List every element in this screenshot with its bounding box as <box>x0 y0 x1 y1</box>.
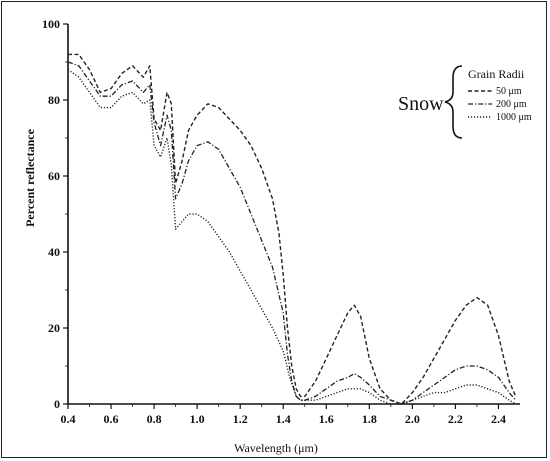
x-tick-label: 0.8 <box>147 412 162 426</box>
x-tick-label: 1.6 <box>319 412 334 426</box>
legend-entry-label: 1000 μm <box>496 112 532 123</box>
y-tick-label: 40 <box>48 245 60 259</box>
y-tick-label: 80 <box>48 93 60 107</box>
y-tick-label: 20 <box>48 321 60 335</box>
y-tick-label: 60 <box>48 169 60 183</box>
x-tick-label: 1.0 <box>190 412 205 426</box>
x-tick-label: 2.0 <box>405 412 420 426</box>
series-line-2 <box>67 61 517 405</box>
series-line-1 <box>68 53 517 405</box>
x-tick-label: 1.8 <box>362 412 377 426</box>
x-tick-label: 1.4 <box>276 412 291 426</box>
legend: Snow Grain Radii 50 μm 200 μm 1000 μm <box>398 65 532 139</box>
legend-title: Grain Radii <box>468 67 525 81</box>
legend-entry-label: 200 μm <box>496 99 527 110</box>
x-tick-label: 0.6 <box>104 412 119 426</box>
y-axis-label: Percent reflectance <box>23 128 37 227</box>
y-tick-label: 100 <box>42 17 60 31</box>
x-tick-label: 2.2 <box>448 412 463 426</box>
y-tick-label: 0 <box>54 397 60 411</box>
x-tick-label: 2.4 <box>491 412 506 426</box>
series-lines <box>67 53 517 405</box>
x-tick-label: 0.4 <box>61 412 76 426</box>
y-ticks: 0 20 40 60 80 100 <box>42 17 68 411</box>
x-axis-label: Wavelength (μm) <box>234 441 318 455</box>
x-ticks: 0.4 0.6 0.8 1.0 1.2 1.4 1.6 1.8 2.0 2.2 2.4 <box>61 404 506 426</box>
legend-group-label: Snow <box>398 93 444 115</box>
legend-brace <box>444 65 463 139</box>
legend-entry-label: 50 μm <box>496 86 522 97</box>
series-line-3 <box>67 69 517 405</box>
x-tick-label: 1.2 <box>233 412 248 426</box>
